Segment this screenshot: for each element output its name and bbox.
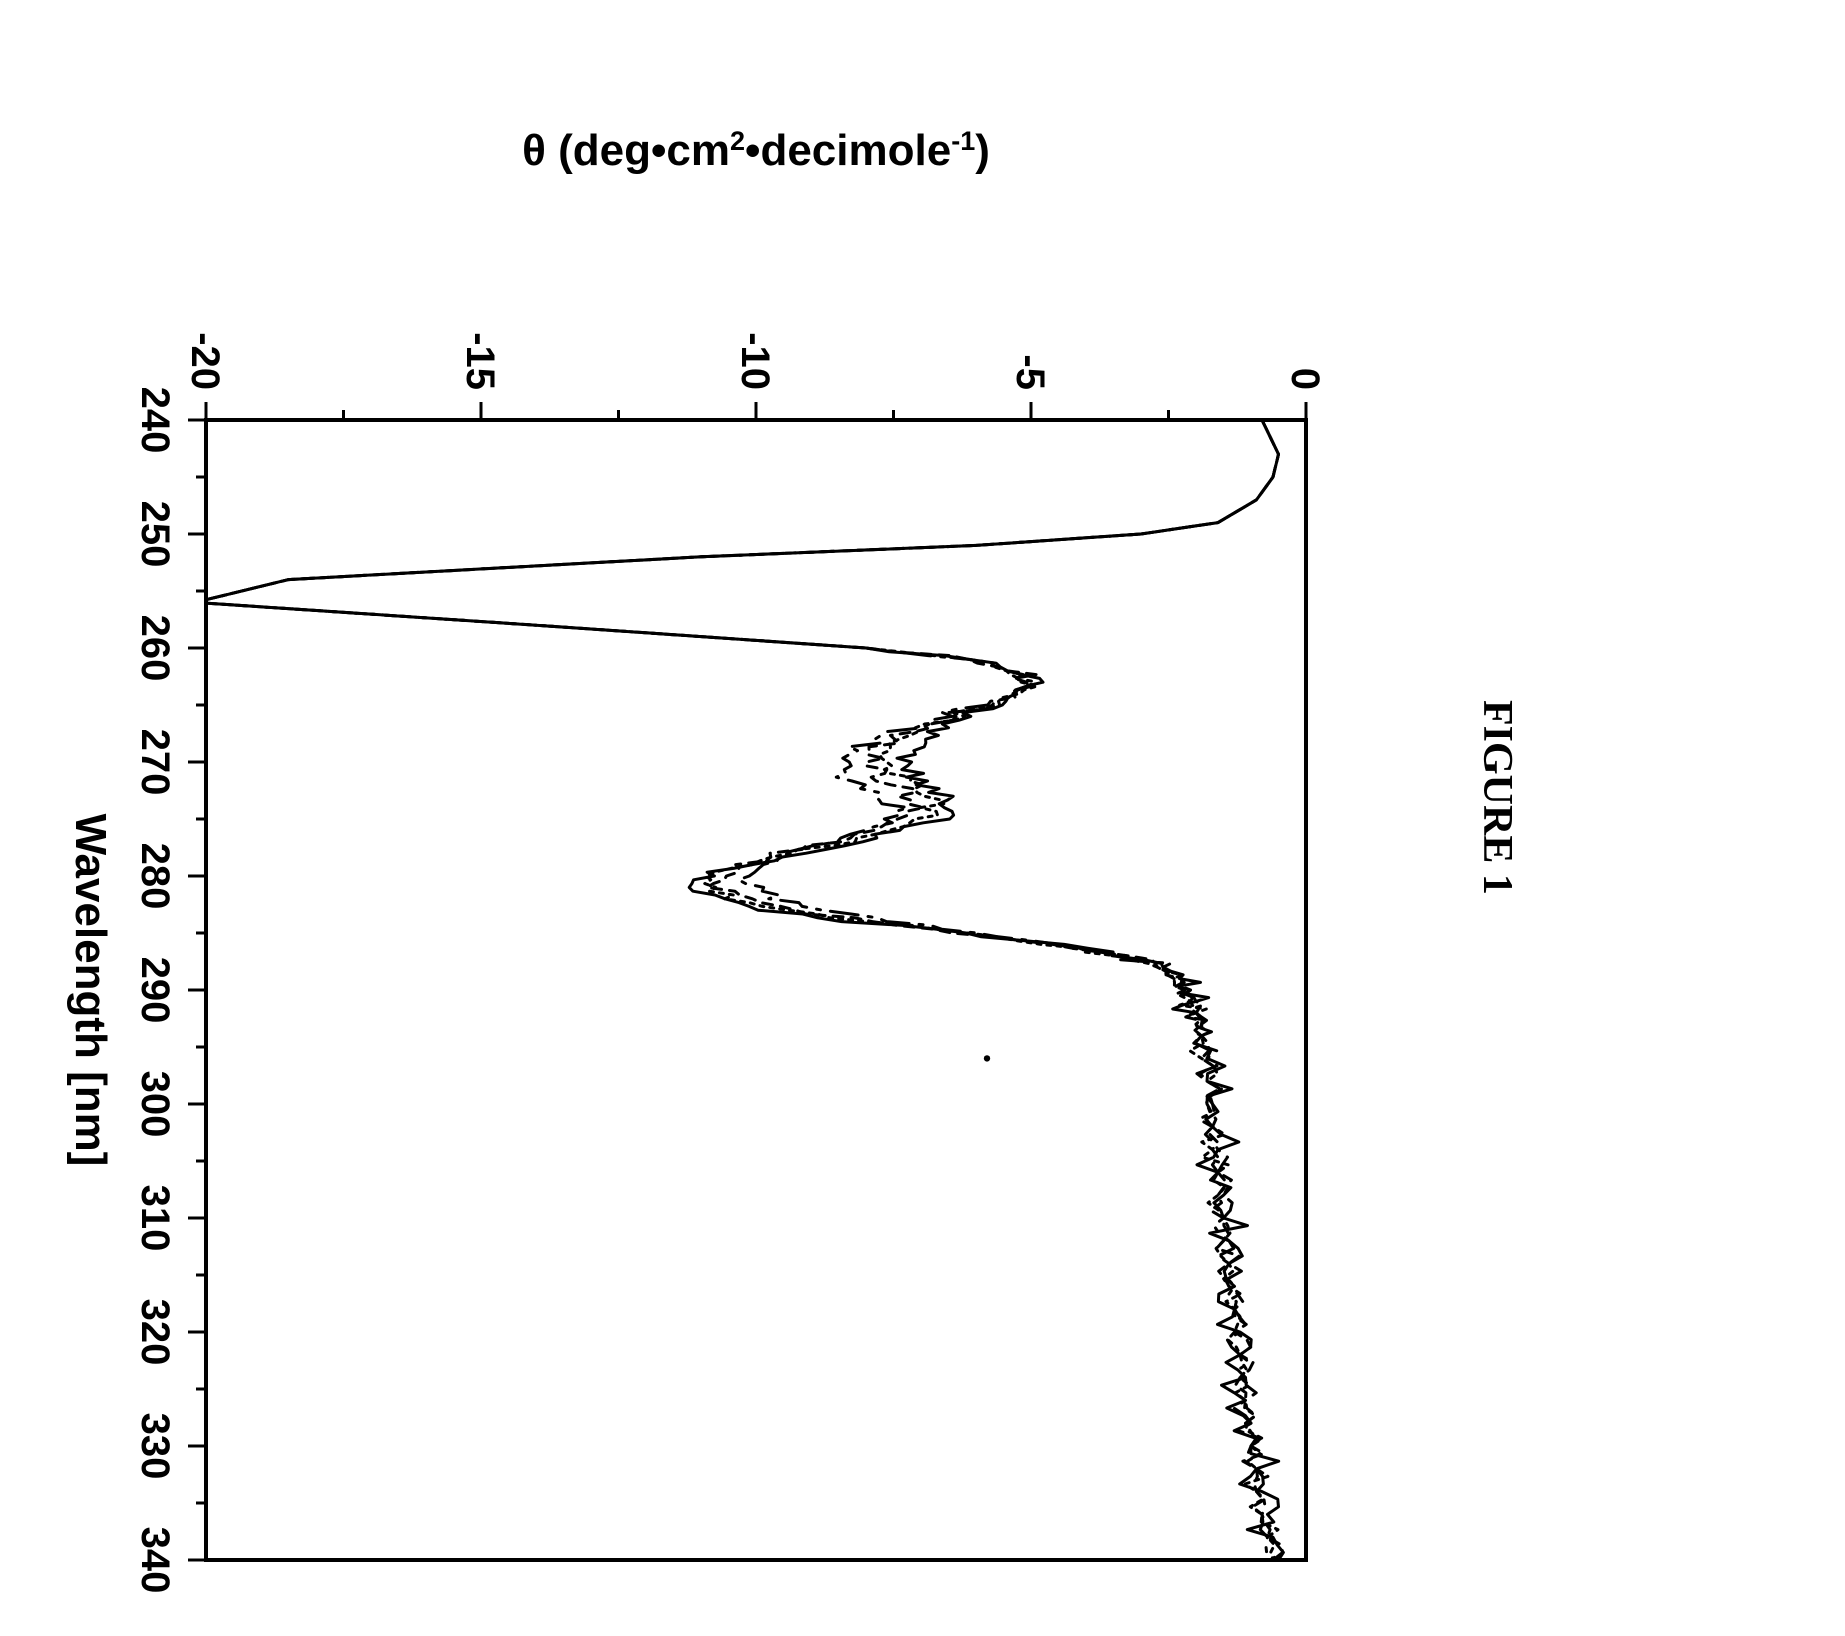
- x-tick-label: 330: [133, 1413, 177, 1480]
- x-tick-label: 340: [133, 1527, 177, 1594]
- rotated-figure-wrap: FIGURE 1 240 250 260 270 280 290 300 310 320 330 3…: [0, 0, 1636, 1636]
- y-tick-label: 0: [1283, 368, 1327, 390]
- x-tick-label: 270: [133, 729, 177, 796]
- x-axis-label: Wavelength [nm]: [66, 814, 115, 1167]
- figure-title: FIGURE 1: [1473, 700, 1521, 895]
- y-tick-label: -20: [183, 332, 227, 390]
- y-tick-label: -5: [1008, 354, 1052, 390]
- x-tick-label: 240: [133, 387, 177, 454]
- x-tick-label: 290: [133, 957, 177, 1024]
- series-trace-1: [195, 420, 1283, 1560]
- series-trace-4: [195, 420, 1279, 1560]
- artifact-dot: [984, 1055, 990, 1061]
- y-axis-label: θ (deg•cm2•decimole-1): [522, 126, 990, 175]
- y-tick-label: -10: [733, 332, 777, 390]
- x-tick-label: 320: [133, 1299, 177, 1366]
- series-trace-2: [195, 420, 1283, 1560]
- x-tick-label: 300: [133, 1071, 177, 1138]
- cd-spectra-chart: 240 250 260 270 280 290 300 310 320 330 340 0 -5 -10 -…: [0, 60, 1336, 1620]
- y-tick-label: -15: [458, 332, 502, 390]
- x-tick-label: 280: [133, 843, 177, 910]
- series-trace-3: [195, 420, 1279, 1560]
- x-tick-label: 310: [133, 1185, 177, 1252]
- x-tick-label: 250: [133, 501, 177, 568]
- x-tick-label: 260: [133, 615, 177, 682]
